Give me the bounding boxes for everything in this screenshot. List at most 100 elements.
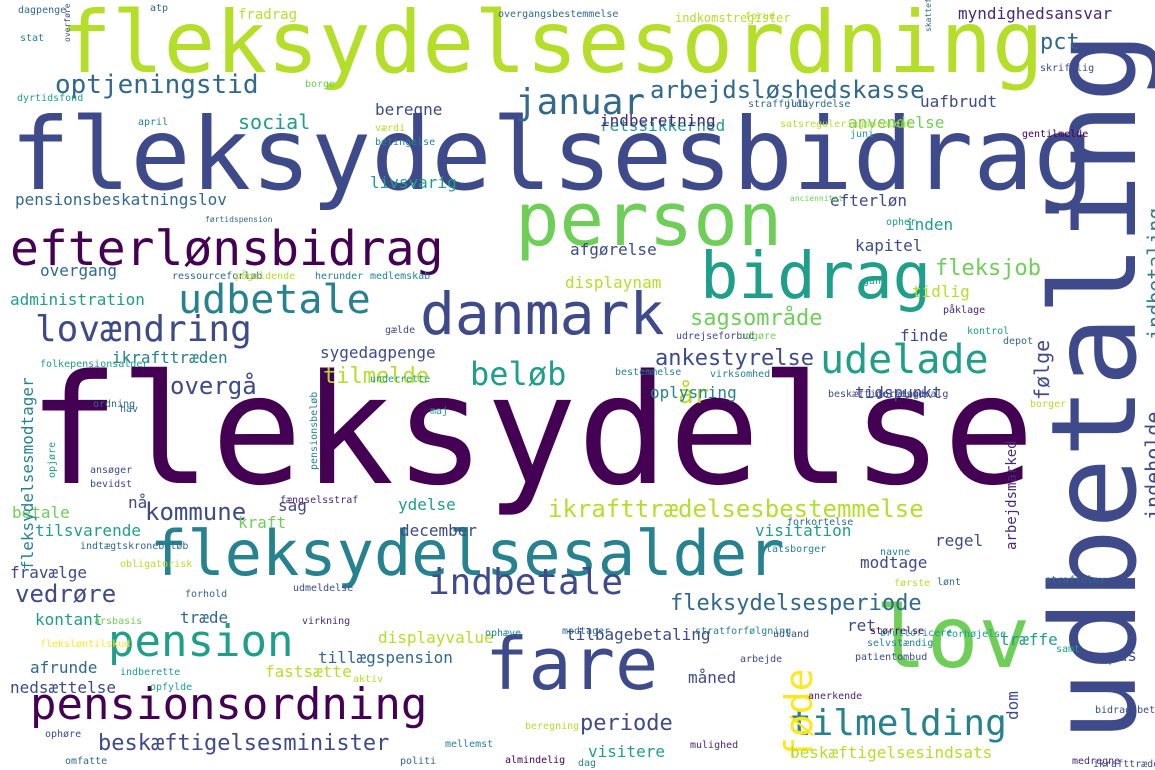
cloud-word: påklage [943, 305, 986, 316]
cloud-word: kapitel [855, 236, 923, 255]
cloud-word: udelade [820, 337, 989, 383]
cloud-word: dom [1003, 691, 1022, 720]
cloud-word: april [138, 117, 169, 128]
cloud-word: forhold [185, 589, 228, 600]
cloud-word: tillægspension [318, 648, 453, 667]
cloud-word: fleksydelsesalder [150, 517, 785, 590]
cloud-word: bestemmelse [615, 367, 682, 378]
cloud-word: stratforfølgning [695, 626, 792, 637]
cloud-word: afrunde [30, 658, 98, 677]
cloud-word: udland [773, 629, 810, 640]
cloud-word: fleksydelsesperiode [670, 591, 922, 616]
cloud-word: omfatte [65, 756, 108, 767]
cloud-word: administration [10, 290, 145, 309]
cloud-word: fradrag [238, 7, 298, 23]
cloud-word: fleksjob [935, 256, 1041, 281]
cloud-word: virksomhed [710, 369, 771, 380]
cloud-word: efterlønsbidrag [10, 221, 444, 277]
cloud-word: efterløn [830, 191, 908, 210]
cloud-word: social [238, 110, 311, 134]
cloud-word: bruttoficere [880, 628, 953, 639]
cloud-word: samt [1056, 644, 1081, 655]
cloud-word: værdi [375, 123, 406, 134]
cloud-word: periode [580, 711, 673, 736]
cloud-word: førtidspension [205, 215, 273, 224]
cloud-word: pct [1040, 30, 1080, 55]
cloud-word: måned [688, 668, 737, 687]
cloud-word: finde [900, 326, 949, 345]
cloud-word: tidlig [912, 282, 970, 301]
cloud-word: ordning [93, 399, 136, 410]
cloud-word: fleksydelsesmodtager [18, 377, 37, 570]
cloud-word: indtægtskronebeløb [80, 541, 189, 552]
cloud-word: pas [1108, 646, 1137, 665]
cloud-word: sygedagpenge [320, 343, 436, 362]
cloud-word: dyrtidsfond [17, 93, 84, 104]
cloud-word: årsbasis [94, 616, 143, 627]
cloud-word: optjeningstid [55, 70, 259, 100]
cloud-word: politi [400, 756, 437, 767]
cloud-word: lov [875, 588, 1031, 688]
cloud-word: fængselsstraf [280, 495, 359, 506]
cloud-word: virkning [302, 616, 351, 627]
cloud-word: straffuldbyrdelse [748, 99, 851, 110]
cloud-word: fleksydelsesordning [60, 0, 1044, 93]
cloud-word: afgørelse [570, 240, 657, 259]
cloud-word: skattefri [924, 0, 933, 32]
cloud-word: ankestyrelse [655, 346, 814, 371]
cloud-word: indberette [120, 667, 181, 678]
cloud-word: kraft [238, 513, 287, 532]
cloud-word: december [400, 521, 478, 540]
cloud-word: år [678, 380, 710, 410]
cloud-word: mellemst [445, 739, 494, 750]
cloud-word: beløb [470, 355, 567, 393]
cloud-word: januar [515, 82, 646, 123]
cloud-word: indeholde [1141, 411, 1155, 520]
cloud-word: mulighed [690, 740, 739, 751]
cloud-word: borge [305, 79, 336, 90]
cloud-word: sag [278, 496, 307, 515]
cloud-word: fastsætte [265, 662, 352, 681]
cloud-word: indkomstregister [675, 11, 791, 25]
cloud-word: kommune [145, 498, 247, 526]
cloud-word: bidrag [700, 240, 932, 314]
cloud-word: forud [745, 11, 776, 22]
cloud-word: fleksydelse [28, 342, 1035, 519]
cloud-word: tilmelding [790, 703, 1007, 744]
cloud-word: dagpenge [18, 5, 67, 16]
cloud-word: fravælge [10, 563, 88, 582]
cloud-word: første [894, 578, 931, 589]
cloud-word: ophæve [485, 628, 522, 639]
cloud-word: overgangsbestemmelse [498, 9, 619, 20]
cloud-word: pensionsbeløb [309, 391, 320, 470]
cloud-word: medregne [1072, 756, 1121, 767]
cloud-word: arbejdsløshedskasse [650, 76, 925, 104]
cloud-word: ophøre [45, 729, 82, 740]
cloud-word: indbetale [428, 562, 624, 603]
cloud-word: tidspunkt [855, 383, 942, 402]
cloud-word: gang [863, 276, 888, 287]
cloud-word: uafbrudt [920, 92, 998, 111]
cloud-word: danmark [420, 280, 665, 348]
cloud-word: ikrafttræden [112, 348, 228, 367]
cloud-word: fare [485, 622, 659, 706]
cloud-word: anciennitet [790, 194, 843, 203]
cloud-word: gælde [385, 325, 416, 336]
cloud-word: indbetaling [1143, 207, 1155, 340]
cloud-word: skriftlig [1040, 63, 1095, 74]
cloud-word: modtager [562, 626, 611, 637]
cloud-word: nå [128, 493, 148, 512]
cloud-word: lovændring [35, 309, 252, 350]
cloud-word: overføre [63, 3, 72, 42]
cloud-word: visitation [755, 521, 852, 540]
cloud-word: ikrafttrædelsesbestemmelse [548, 495, 924, 523]
cloud-word: stat [20, 33, 45, 44]
cloud-word: regel [935, 531, 984, 550]
cloud-word: vedrøre [15, 580, 117, 608]
cloud-word: ikrafttrædelse [1093, 759, 1155, 770]
cloud-word: beskæftigelsesminister [98, 731, 390, 756]
cloud-word: depot [1003, 336, 1034, 347]
cloud-word: udmeldelse [293, 583, 354, 594]
cloud-word: pension [108, 616, 294, 667]
cloud-word: navne [880, 547, 911, 558]
